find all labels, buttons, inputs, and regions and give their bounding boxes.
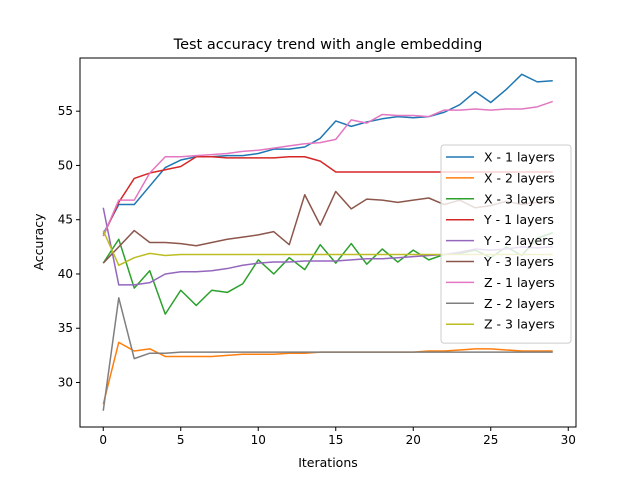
plot-frame	[79, 57, 577, 428]
legend-label: X - 2 layers	[484, 170, 555, 185]
x-tick-label: 10	[251, 433, 266, 447]
series-line	[102, 100, 553, 237]
legend-box	[440, 144, 572, 344]
series-line	[102, 73, 553, 235]
legend-label: Y - 2 layers	[483, 233, 554, 248]
x-tick-label: 5	[177, 433, 185, 447]
x-tick-label: 0	[99, 433, 107, 447]
legend-label: Y - 3 layers	[483, 254, 554, 269]
y-tick-label: 30	[58, 376, 73, 390]
chart-title: Test accuracy trend with angle embedding	[173, 37, 483, 53]
y-tick-label: 45	[58, 213, 73, 227]
series-line	[102, 297, 553, 411]
x-tick-label: 25	[483, 433, 498, 447]
legend: X - 1 layers X - 2 layers X - 3 layers Y - …	[440, 144, 572, 344]
legend-label: Z - 3 layers	[484, 317, 555, 332]
legend-label: Z - 2 layers	[484, 296, 555, 311]
legend-label: X - 1 layers	[484, 150, 555, 165]
x-tick-label: 15	[328, 433, 343, 447]
x-tick-label: 20	[406, 433, 421, 447]
x-tick-label: 30	[561, 433, 576, 447]
y-tick-label: 40	[58, 267, 73, 281]
y-tick-label: 35	[58, 321, 73, 335]
y-tick-label: 50	[58, 158, 73, 172]
legend-label: Y - 1 layers	[483, 212, 554, 227]
legend-label: X - 3 layers	[484, 191, 555, 206]
y-axis-label: Accuracy	[31, 213, 46, 271]
y-tick-label: 55	[58, 104, 73, 118]
axis-ticks: 0 5 10 15 20 25 30 30 35 40 45 50 55	[58, 104, 576, 447]
x-axis-label: Iterations	[298, 455, 358, 470]
legend-label: Z - 1 layers	[484, 275, 555, 290]
